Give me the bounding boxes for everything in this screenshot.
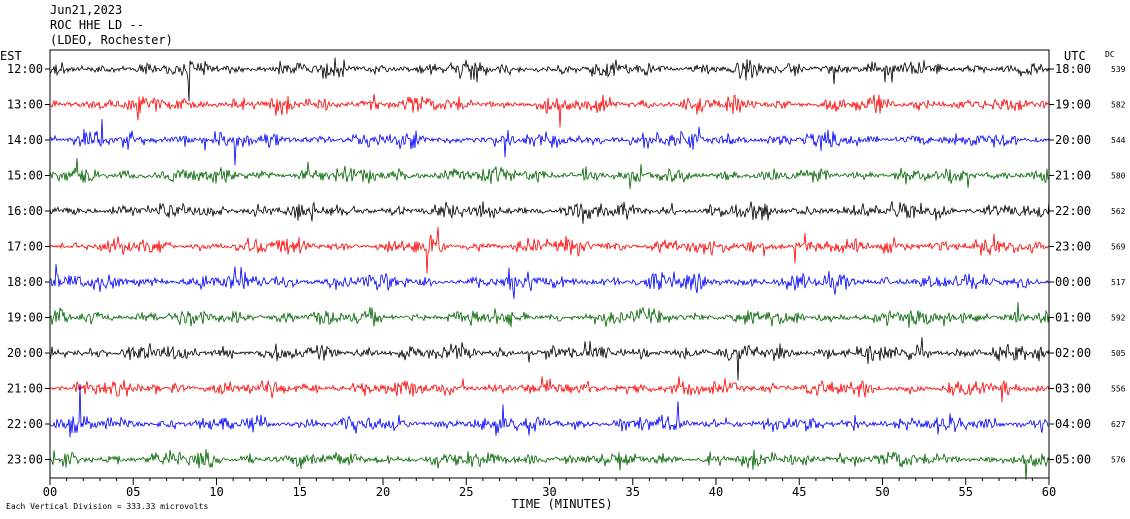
trace-row-1 bbox=[49, 93, 1050, 128]
x-tick-label: 50 bbox=[875, 485, 889, 499]
x-tick-label: 30 bbox=[542, 485, 556, 499]
x-tick-label: 40 bbox=[709, 485, 723, 499]
utc-label: 20:00 bbox=[1055, 133, 1091, 147]
left-axis-label: EST bbox=[0, 49, 22, 63]
chart-date: Jun21,2023 bbox=[50, 3, 123, 17]
vertical-division-footnote: Each Vertical Division = 333.33 microvol… bbox=[6, 502, 208, 511]
x-tick-label: 60 bbox=[1042, 485, 1056, 499]
dc-value: 576 bbox=[1111, 456, 1126, 465]
x-tick-label: 00 bbox=[43, 485, 57, 499]
trace-row-5 bbox=[49, 226, 1050, 274]
utc-label: 23:00 bbox=[1055, 240, 1091, 254]
trace-row-4 bbox=[49, 200, 1050, 224]
dc-value: 562 bbox=[1111, 207, 1126, 216]
dc-value: 592 bbox=[1111, 314, 1126, 323]
trace-row-7 bbox=[49, 302, 1050, 328]
dc-value: 580 bbox=[1111, 172, 1126, 181]
x-tick-label: 20 bbox=[376, 485, 390, 499]
dc-value: 556 bbox=[1111, 385, 1126, 394]
dc-value: 627 bbox=[1111, 420, 1126, 429]
est-label: 21:00 bbox=[7, 382, 43, 396]
trace-row-6 bbox=[50, 264, 1050, 299]
utc-label: 02:00 bbox=[1055, 346, 1091, 360]
axes bbox=[45, 68, 1054, 485]
est-label: 12:00 bbox=[7, 62, 43, 76]
trace-row-10 bbox=[50, 384, 1050, 438]
est-label: 17:00 bbox=[7, 240, 43, 254]
est-label: 18:00 bbox=[7, 275, 43, 289]
labels: 12:00 18:00 539 13:00 19:00 582 14:00 20:00 544 1… bbox=[0, 49, 1126, 511]
utc-label: 19:00 bbox=[1055, 98, 1091, 112]
seismogram-traces bbox=[49, 57, 1050, 480]
dc-value: 517 bbox=[1111, 278, 1126, 287]
utc-label: 05:00 bbox=[1055, 453, 1091, 467]
trace-row-2 bbox=[49, 118, 1050, 166]
est-label: 15:00 bbox=[7, 169, 43, 183]
est-label: 19:00 bbox=[7, 311, 43, 325]
x-axis-label: TIME (MINUTES) bbox=[511, 497, 612, 511]
x-tick-label: 05 bbox=[126, 485, 140, 499]
x-tick-label: 35 bbox=[626, 485, 640, 499]
est-label: 16:00 bbox=[7, 204, 43, 218]
x-tick-label: 55 bbox=[959, 485, 973, 499]
right-axis-label: UTC bbox=[1064, 49, 1086, 63]
est-label: 13:00 bbox=[7, 98, 43, 112]
x-tick-label: 10 bbox=[209, 485, 223, 499]
utc-label: 03:00 bbox=[1055, 382, 1091, 396]
dc-value: 544 bbox=[1111, 136, 1126, 145]
trace-row-11 bbox=[49, 448, 1050, 480]
x-tick-label: 25 bbox=[459, 485, 473, 499]
est-label: 20:00 bbox=[7, 346, 43, 360]
x-tick-label: 45 bbox=[792, 485, 806, 499]
trace-row-3 bbox=[49, 158, 1050, 190]
utc-label: 18:00 bbox=[1055, 62, 1091, 76]
est-label: 22:00 bbox=[7, 417, 43, 431]
utc-label: 04:00 bbox=[1055, 417, 1091, 431]
x-tick-label: 15 bbox=[293, 485, 307, 499]
utc-label: 21:00 bbox=[1055, 169, 1091, 183]
dc-value: 569 bbox=[1111, 243, 1126, 252]
trace-row-0 bbox=[49, 57, 1050, 102]
trace-row-8 bbox=[49, 337, 1050, 381]
trace-row-9 bbox=[49, 376, 1050, 403]
dc-value: 505 bbox=[1111, 349, 1126, 358]
utc-label: 22:00 bbox=[1055, 204, 1091, 218]
dc-label: DC bbox=[1105, 50, 1115, 59]
est-label: 23:00 bbox=[7, 453, 43, 467]
utc-label: 00:00 bbox=[1055, 275, 1091, 289]
utc-label: 01:00 bbox=[1055, 311, 1091, 325]
dc-value: 539 bbox=[1111, 65, 1126, 74]
plot-frame bbox=[49, 49, 1050, 479]
est-label: 14:00 bbox=[7, 133, 43, 147]
dc-value: 582 bbox=[1111, 101, 1126, 110]
chart-station: ROC HHE LD -- bbox=[50, 18, 144, 32]
chart-network: (LDEO, Rochester) bbox=[50, 33, 173, 47]
